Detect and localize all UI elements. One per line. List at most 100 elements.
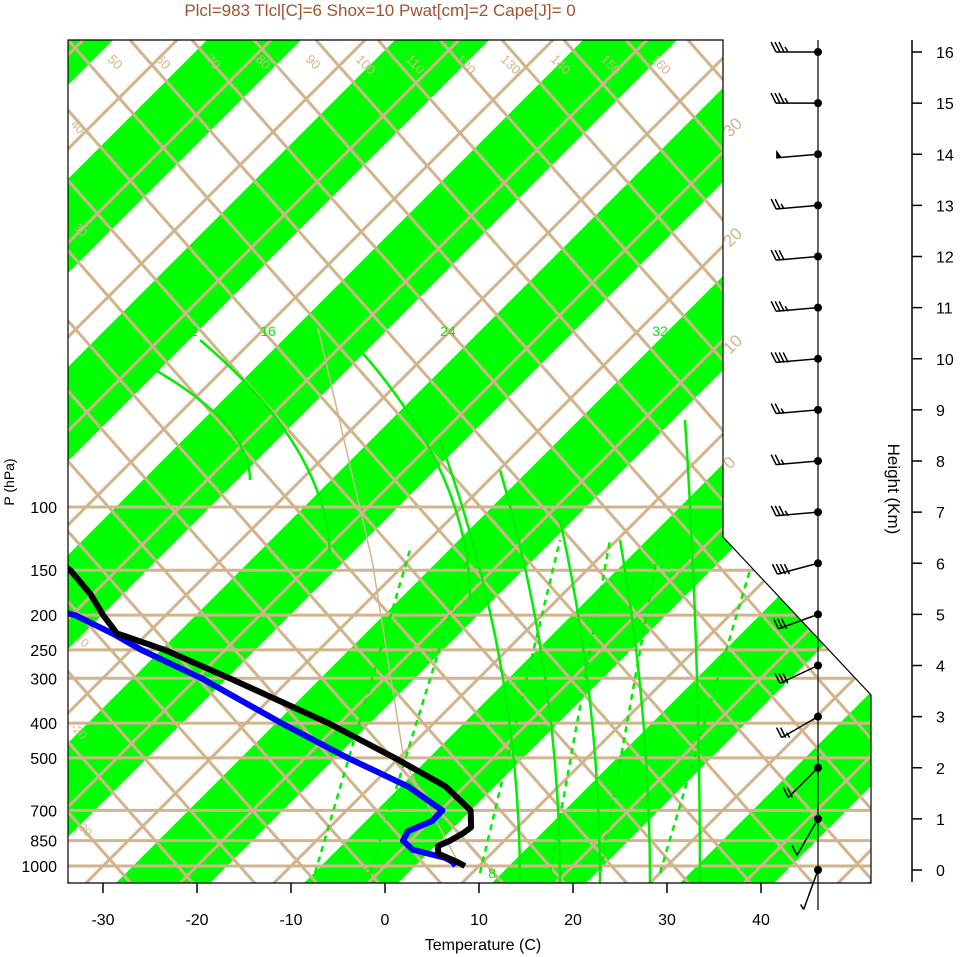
isotherm-band [68, 40, 533, 883]
pressure-tick-label: 300 [30, 671, 57, 688]
pressure-tick-label: 850 [30, 834, 57, 851]
dry-adiabat-line [68, 40, 292, 883]
temperature-profile-line [68, 504, 475, 869]
moist-adiabat-line [199, 339, 332, 561]
temperature-tick-label: 20 [564, 912, 582, 929]
wind-barb-flag [778, 672, 785, 684]
height-tick-label: 0 [936, 863, 945, 880]
isotherm-line [68, 40, 629, 883]
wind-barb-flag [782, 672, 789, 684]
parcel-path-line [317, 327, 461, 867]
wind-barb-flag [791, 844, 798, 856]
wind-barb-flag [778, 41, 785, 53]
wind-barb-flag [774, 672, 781, 684]
wind-barb-flag [774, 249, 781, 261]
wind-barb-flag [770, 352, 777, 363]
wind-barb-flag [770, 454, 777, 465]
height-tick-label: 14 [936, 147, 954, 164]
height-tick-label: 13 [936, 198, 954, 215]
mixing-ratio-label: 24 [440, 323, 456, 339]
wind-barb-flag [770, 92, 777, 104]
wind-barb-flag [774, 41, 781, 53]
isotherm-line [68, 40, 347, 883]
wind-barb-flag [770, 505, 777, 517]
height-tick-label: 15 [936, 96, 954, 113]
wind-barb-flag [774, 198, 781, 210]
pressure-tick-label: 1000 [21, 859, 57, 876]
wind-barb-flag [774, 505, 781, 517]
wind-barb-flag [770, 198, 777, 210]
temperature-tick-label: -10 [279, 912, 302, 929]
isotherm-line [447, 40, 871, 883]
isotherm-band [68, 40, 721, 883]
isotherm-label: 90 [303, 52, 324, 73]
wind-barb-half-flag [785, 732, 791, 739]
wind-barb-half-flag [780, 203, 785, 210]
height-tick-label: 1 [936, 812, 945, 829]
wind-barb-flag [778, 249, 785, 261]
wind-barb-shaft [796, 818, 819, 856]
moist-adiabat-line [618, 539, 652, 883]
pressure-tick-label: 400 [30, 716, 57, 733]
height-tick-label: 5 [936, 607, 945, 624]
height-tick-label: 16 [936, 45, 954, 62]
wind-barb-flag [774, 403, 781, 414]
isotherm-line [68, 40, 441, 883]
dewpoint-profile-line [68, 504, 458, 868]
temperature-tick-label: 30 [658, 912, 676, 929]
temperature-tick-label: -30 [91, 912, 114, 929]
plot-frame [67, 39, 872, 884]
wind-barb-flag [782, 787, 789, 798]
y-axis-title: P (hPa) [1, 458, 17, 505]
isotherm-line [68, 40, 723, 883]
dry-adiabat-line [252, 40, 871, 883]
wind-barb-flag [779, 727, 787, 738]
wind-barb-half-flag [799, 904, 805, 910]
wind-barb-flag [783, 563, 791, 575]
dry-adiabat-line [190, 40, 871, 883]
wind-barb-half-flag [780, 459, 785, 466]
mixing-ratio-line [548, 539, 612, 874]
wind-barb-half-flag [784, 510, 789, 517]
wind-barb-flag [778, 300, 785, 312]
mixing-ratio-line [313, 549, 412, 874]
wind-barb-flag [772, 618, 780, 630]
isotherm-band [479, 40, 871, 883]
wind-barb-flag [776, 618, 784, 630]
isotherm-line [68, 40, 535, 883]
mixing-ratio-line [368, 549, 472, 874]
height-tick-label: 8 [936, 454, 945, 471]
wind-barb-flag [774, 300, 781, 312]
mixing-ratio-label: 16 [260, 323, 276, 339]
dry-adiabat-line [68, 40, 788, 883]
dry-adiabat-line [314, 40, 871, 883]
isotherm-band [68, 40, 345, 883]
wind-barb-flag [770, 300, 777, 312]
dry-adiabat-line [68, 40, 230, 883]
dry-adiabat-line [128, 40, 871, 883]
pressure-tick-label: 250 [30, 643, 57, 660]
temperature-tick-label: 10 [470, 912, 488, 929]
wind-barb-flag [774, 92, 781, 104]
temperature-tick-label: 0 [381, 912, 390, 929]
isotherm-line [635, 40, 871, 883]
wind-barb-flag [775, 563, 783, 575]
wind-barb-half-flag [784, 305, 789, 312]
wind-barb-flag [778, 92, 785, 104]
pressure-tick-label: 100 [30, 500, 57, 517]
dry-adiabat-line [500, 40, 871, 883]
dry-adiabat-line [68, 40, 664, 883]
dry-adiabat-line [68, 40, 540, 883]
wind-barb-flag [778, 505, 785, 517]
isotherm-label: 50 [105, 52, 126, 73]
height-tick-label: 7 [936, 505, 945, 522]
height-tick-label: 11 [936, 301, 953, 318]
mixing-ratio-label: 32 [652, 323, 668, 339]
wind-barb-flag [770, 403, 777, 414]
height-tick-label: 3 [936, 710, 945, 727]
wind-barb-half-flag [784, 97, 789, 104]
pressure-tick-label: 700 [30, 803, 57, 820]
wind-barb-shaft [802, 869, 819, 910]
pressure-tick-label: 500 [30, 751, 57, 768]
